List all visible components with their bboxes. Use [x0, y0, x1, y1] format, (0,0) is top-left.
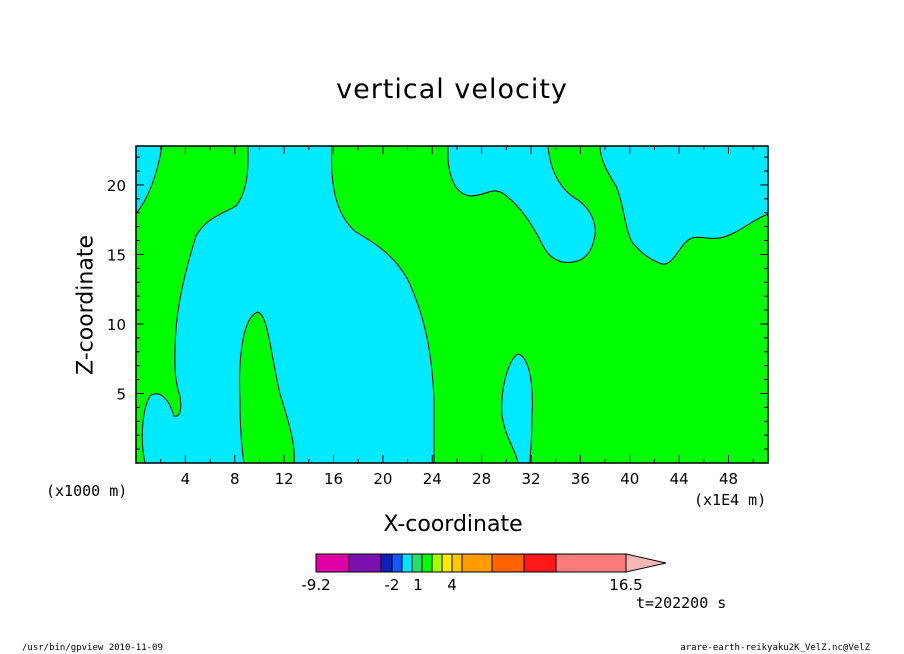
contour-field	[135, 145, 769, 464]
plot-frame	[135, 145, 769, 464]
y-axis: 5 10 15 20	[107, 156, 768, 450]
x-tick-label: 4	[181, 470, 191, 488]
colorbar-segment	[555, 553, 627, 573]
x-tick-label: 20	[373, 470, 392, 488]
footer-left: /usr/bin/gpview 2010-11-09	[22, 643, 163, 653]
colorbar-segment	[523, 553, 557, 573]
negative-region	[447, 146, 596, 263]
y-tick-label: 10	[107, 316, 126, 334]
y-tick-label: 15	[107, 246, 126, 264]
x-tick-label: 36	[571, 470, 590, 488]
colorbar-tick-label: 4	[447, 576, 457, 594]
x-tick-label: 24	[423, 470, 442, 488]
x-tick-label: 28	[472, 470, 491, 488]
colorbar-segment	[431, 553, 443, 573]
x-unit-label: (x1000 m)	[46, 482, 128, 500]
colorbar-segment	[441, 553, 453, 573]
y-tick-label: 5	[116, 385, 126, 403]
colorbar-tick-label: -9.2	[301, 576, 330, 594]
colorbar-tick-label: -2	[385, 576, 400, 594]
colorbar-segment	[315, 553, 350, 573]
x-tick-label: 40	[620, 470, 639, 488]
x-tick-label: 12	[275, 470, 294, 488]
colorbar-segment	[380, 553, 393, 573]
colorbar-extension	[625, 553, 667, 573]
colorbar-segment	[391, 553, 403, 573]
y-tick-label: 20	[107, 177, 126, 195]
x-axis: 4 8 12 16 20 24 28 32 36 40 44 48	[160, 146, 754, 488]
negative-region	[501, 353, 533, 463]
footer-right: arare-earth-reikyaku2K_VelZ.nc@VelZ	[680, 643, 870, 653]
x-axis-label: X-coordinate	[383, 512, 523, 537]
colorbar-tick-label: 1	[413, 576, 423, 594]
colorbar: -9.2 -2 1 4 16.5	[301, 553, 667, 594]
time-annotation: t=202200 s	[636, 594, 727, 612]
colorbar-segment	[421, 553, 433, 573]
y-axis-label: Z-coordinate	[73, 235, 99, 375]
x-tick-label: 48	[719, 470, 738, 488]
negative-region	[141, 146, 435, 463]
chart-title: vertical velocity	[336, 74, 568, 105]
colorbar-segment	[401, 553, 413, 573]
x-tick-label: 16	[324, 470, 343, 488]
colorbar-segment	[451, 553, 463, 573]
colorbar-segment	[348, 553, 382, 573]
colorbar-segment	[411, 553, 423, 573]
x-scale-label: (x1E4 m)	[694, 491, 767, 509]
x-tick-label: 44	[670, 470, 689, 488]
negative-region	[599, 146, 768, 265]
x-tick-label: 32	[521, 470, 540, 488]
colorbar-tick-label: 16.5	[609, 576, 642, 594]
x-tick-label: 8	[230, 470, 240, 488]
colorbar-segment	[491, 553, 525, 573]
colorbar-segment	[461, 553, 493, 573]
